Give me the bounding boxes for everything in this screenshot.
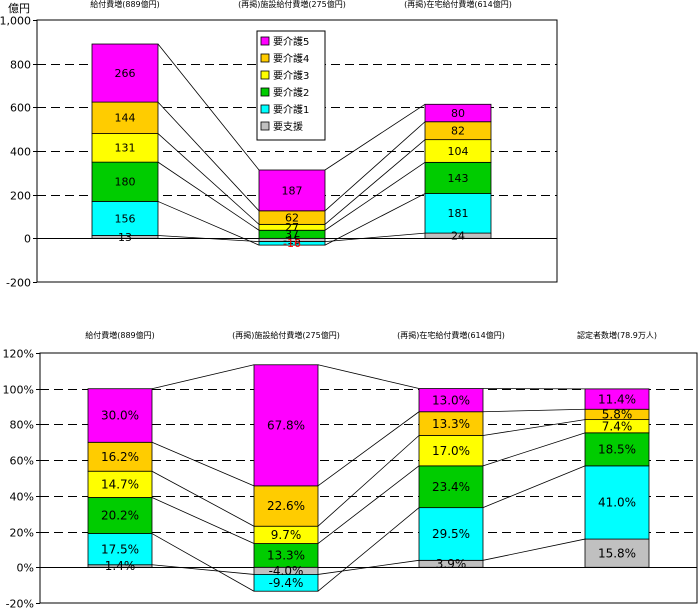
y-tick-label: 40% <box>10 491 34 504</box>
data-label: 17.5% <box>101 542 139 556</box>
series-connector-line <box>325 140 425 225</box>
data-label: 5.8% <box>602 408 633 422</box>
data-label: 23.4% <box>432 480 470 494</box>
y-tick-label: 60% <box>10 455 34 468</box>
data-label: 13.3% <box>432 417 470 431</box>
data-label: 187 <box>282 184 303 197</box>
data-label: 143 <box>448 172 469 185</box>
data-label: 82 <box>451 125 465 138</box>
series-connector-line <box>483 409 585 412</box>
legend-label: 要介護1 <box>273 103 309 116</box>
data-label: 67.8% <box>267 419 305 433</box>
data-label: 266 <box>115 67 136 80</box>
data-label: -9.4% <box>269 576 304 590</box>
data-label: 29.5% <box>432 527 470 541</box>
series-connector-line <box>325 162 425 230</box>
data-label: 24 <box>451 230 465 243</box>
series-connector-line <box>158 102 259 211</box>
data-label: 13.3% <box>267 549 305 563</box>
series-connector-line <box>483 539 585 560</box>
data-label: 9.7% <box>271 528 302 542</box>
legend-swatch <box>261 88 269 96</box>
series-connector-line <box>158 162 259 230</box>
data-label: 131 <box>115 142 136 155</box>
category-label: (再掲)施設給付費増(275億円) <box>232 330 340 340</box>
y-tick-label: 1,000 <box>0 15 31 28</box>
y-tick-label: 200 <box>10 190 31 203</box>
category-label: 給付費増(889億円) <box>90 0 160 9</box>
data-label: 181 <box>448 207 469 220</box>
legend-swatch <box>261 122 269 130</box>
data-label: 41.0% <box>598 496 636 510</box>
series-connector-line <box>318 365 419 389</box>
legend-label: 要介護2 <box>273 86 309 99</box>
data-label: 80 <box>451 107 465 120</box>
data-label: 13 <box>118 231 132 244</box>
data-label: 104 <box>448 145 469 158</box>
series-connector-line <box>158 134 259 225</box>
legend-swatch <box>261 54 269 62</box>
data-label: 156 <box>115 212 136 225</box>
data-label: 11.4% <box>598 392 636 406</box>
data-label: 30.0% <box>101 409 139 423</box>
category-label: (再掲)在宅給付費増(614億円) <box>397 330 505 340</box>
y-tick-label: 0% <box>17 562 34 575</box>
category-label: 給付費増(889億円) <box>85 330 155 340</box>
y-tick-label: 20% <box>10 527 34 540</box>
category-label: 認定者数増(78.9万人) <box>577 330 657 340</box>
y-tick-label: 100% <box>3 384 34 397</box>
data-label: 62 <box>285 211 299 224</box>
series-connector-line <box>152 534 254 592</box>
series-connector-line <box>152 365 254 389</box>
series-connector-line <box>152 565 254 575</box>
y-unit-label: 億円 <box>8 2 30 15</box>
data-label: 18.5% <box>598 443 636 457</box>
legend-swatch <box>261 71 269 79</box>
data-label: 144 <box>115 112 136 125</box>
legend-label: 要介護5 <box>273 35 309 48</box>
y-tick-label: 800 <box>10 59 31 72</box>
data-label: 13.0% <box>432 393 470 407</box>
data-label: 180 <box>115 176 136 189</box>
data-label: 3.9% <box>436 557 467 571</box>
y-tick-label: 80% <box>10 419 34 432</box>
y-tick-label: 0 <box>24 233 31 246</box>
series-connector-line <box>325 122 425 211</box>
series-connector-line <box>325 104 425 170</box>
y-tick-label: -200 <box>6 277 31 290</box>
series-connector-line <box>483 466 585 508</box>
legend-label: 要支援 <box>273 120 303 133</box>
legend-label: 要介護3 <box>273 69 309 82</box>
y-tick-label: -20% <box>6 598 34 609</box>
series-connector-line <box>152 497 254 543</box>
lower-chart: -20% 0% 20% 40% 60% 80% 100% 120% 1.4% 17.5% 20.2%… <box>3 330 697 608</box>
y-tick-label: 600 <box>10 102 31 115</box>
y-tick-label: 400 <box>10 146 31 159</box>
series-connector-line <box>318 466 419 544</box>
series-connector-line <box>483 420 585 436</box>
data-label: 20.2% <box>101 509 139 523</box>
data-label: 17.0% <box>432 444 470 458</box>
data-label: 15.8% <box>598 546 636 560</box>
data-label: 22.6% <box>267 499 305 513</box>
series-connector-line <box>318 508 419 592</box>
legend-label: 要介護4 <box>273 52 309 65</box>
legend-swatch <box>261 105 269 113</box>
data-label: 14.7% <box>101 478 139 492</box>
category-label: (再掲)在宅給付費増(614億円) <box>404 0 512 9</box>
category-label: (再掲)施設給付費増(275億円) <box>238 0 346 9</box>
y-tick-label: 120% <box>3 348 34 361</box>
legend-swatch <box>261 37 269 45</box>
data-label: 16.2% <box>101 450 139 464</box>
data-label: 1.4% <box>105 559 136 573</box>
